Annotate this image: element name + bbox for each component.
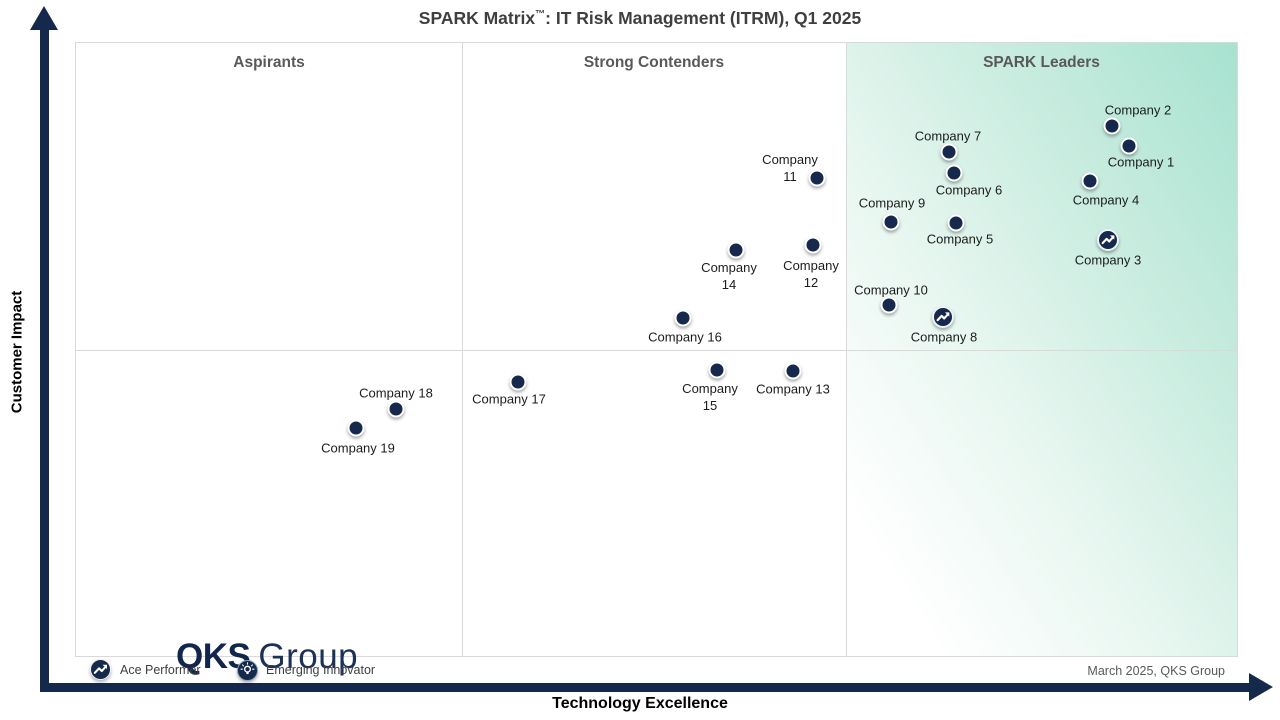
company-dot[interactable] — [727, 241, 745, 259]
company-dot[interactable] — [674, 309, 692, 327]
emerging-innovator-label: Emerging Innovator — [266, 663, 376, 677]
quadrant-label-spark-leaders: SPARK Leaders — [983, 54, 1100, 71]
company-dot[interactable] — [940, 143, 958, 161]
ace-performer-icon — [90, 659, 111, 680]
quadrant-divider-vertical-1 — [462, 43, 463, 656]
company-dot[interactable] — [347, 419, 365, 437]
company-dot[interactable] — [1103, 117, 1121, 135]
company-dot[interactable] — [804, 236, 822, 254]
company-dot[interactable] — [947, 214, 965, 232]
company-dot[interactable] — [1081, 172, 1099, 190]
plot-area: Aspirants Strong Contenders SPARK Leader… — [75, 42, 1238, 676]
spark-leaders-gradient — [846, 43, 1237, 656]
company-dot[interactable] — [808, 169, 826, 187]
company-dot[interactable] — [708, 361, 726, 379]
quadrant-divider-horizontal — [76, 350, 1237, 351]
y-axis-line — [40, 26, 49, 687]
company-dot[interactable] — [882, 213, 900, 231]
company-dot[interactable] — [945, 164, 963, 182]
quadrant-label-strong-contenders: Strong Contenders — [583, 54, 725, 71]
x-axis-label: Technology Excellence — [552, 695, 728, 712]
company-dot[interactable] — [880, 296, 898, 314]
x-axis-arrowhead-icon — [1249, 673, 1273, 701]
chart-title-suffix: : IT Risk Management (ITRM), Q1 2025 — [545, 8, 862, 28]
logo-group-text: Group — [258, 637, 359, 676]
x-axis-line — [40, 683, 1252, 692]
company-dot[interactable] — [387, 400, 405, 418]
y-axis-arrowhead-icon — [30, 6, 58, 30]
company-dot-ace-performer[interactable] — [1097, 229, 1119, 251]
trademark-symbol: ™ — [535, 9, 546, 21]
chart-title: SPARK Matrix™: IT Risk Management (ITRM)… — [0, 8, 1280, 34]
company-dot[interactable] — [784, 362, 802, 380]
ace-performer-label: Ace Performer — [120, 663, 201, 677]
legend-row: Ace Performer Emerging Innovator March 2… — [0, 655, 1280, 683]
quadrant-divider-vertical-2 — [846, 43, 847, 656]
company-dot-ace-performer[interactable] — [932, 306, 954, 328]
company-dot[interactable] — [509, 373, 527, 391]
company-dot[interactable] — [1120, 137, 1138, 155]
emerging-innovator-icon — [237, 660, 258, 681]
date-footnote: March 2025, QKS Group — [1087, 664, 1225, 678]
qks-group-logo: QKS Group — [176, 637, 358, 677]
quadrant-label-aspirants: Aspirants — [233, 54, 305, 71]
chart-title-text: SPARK Matrix — [418, 8, 536, 28]
y-axis-label: Customer Impact — [8, 290, 26, 414]
